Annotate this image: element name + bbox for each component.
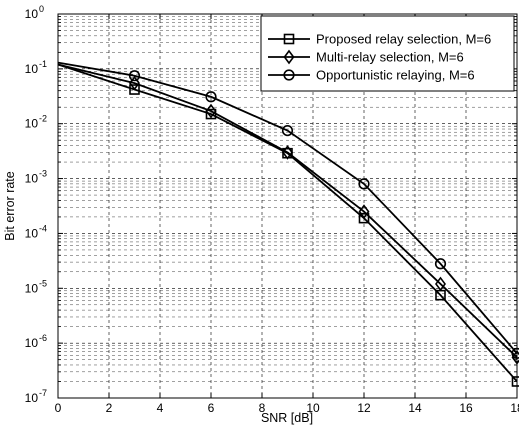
data-point-diamond	[283, 49, 295, 65]
x-tick-label: 12	[357, 401, 371, 415]
y-tick-label: 10	[25, 226, 39, 240]
data-point-diamond	[282, 145, 293, 160]
data-point-diamond	[435, 276, 446, 292]
legend-label: Proposed relay selection, M=6	[316, 32, 491, 47]
data-point-diamond	[129, 75, 140, 91]
legend-label: Multi-relay selection, M=6	[316, 50, 464, 65]
data-point-square	[358, 212, 370, 224]
series-circle	[57, 61, 519, 360]
legend-label: Opportunistic relaying, M=6	[316, 68, 475, 83]
y-tick-label: 10	[25, 391, 39, 405]
x-tick-label: 14	[408, 401, 422, 415]
y-tick-label: 10	[25, 172, 39, 186]
x-axis-label: SNR [dB]	[261, 411, 313, 425]
series-square	[57, 63, 519, 387]
data-point-circle	[434, 258, 447, 270]
y-tick-exponent: -3	[39, 169, 47, 179]
y-tick-exponent: -7	[39, 388, 47, 398]
y-axis-label: Bit error rate	[3, 171, 17, 241]
x-tick-label: 4	[157, 401, 164, 415]
data-point-square	[511, 376, 519, 387]
series-line	[57, 63, 518, 359]
x-tick-label: 6	[208, 401, 215, 415]
series-layer	[57, 61, 519, 387]
data-point-diamond	[511, 350, 519, 365]
data-point-diamond	[358, 204, 370, 219]
y-tick-exponent: -5	[39, 278, 47, 288]
x-tick-label: 8	[259, 401, 266, 415]
data-point-circle	[283, 69, 295, 81]
data-point-square	[129, 84, 140, 95]
y-tick-label: 10	[25, 62, 39, 76]
y-tick-exponent: 0	[39, 4, 44, 14]
data-point-diamond	[205, 103, 217, 119]
data-point-circle	[128, 70, 141, 82]
series-line	[57, 61, 518, 354]
data-point-circle	[511, 347, 519, 360]
x-tick-label: 0	[55, 401, 62, 415]
y-tick-label: 10	[25, 336, 39, 350]
y-tick-exponent: -4	[39, 223, 47, 233]
legend-item: Proposed relay selection, M=6	[268, 32, 491, 47]
legend-box	[260, 15, 515, 92]
y-tick-exponent: -2	[39, 114, 47, 124]
x-tick-label: 18	[510, 401, 519, 415]
series-line	[57, 63, 518, 383]
data-point-circle	[281, 124, 294, 137]
plot-frame	[57, 13, 518, 399]
y-tick-exponent: -6	[39, 333, 47, 343]
series-diamond	[57, 63, 519, 365]
x-tick-label: 2	[106, 401, 113, 415]
data-point-circle	[205, 91, 217, 103]
ticks-layer: 02468101214161810010-110-210-310-410-510…	[25, 4, 519, 415]
y-tick-label: 10	[25, 117, 39, 131]
y-tick-exponent: -1	[39, 59, 47, 69]
legend-item: Opportunistic relaying, M=6	[268, 68, 475, 83]
data-point-circle	[358, 178, 370, 190]
legend: Proposed relay selection, M=6 Multi-relay…	[260, 15, 515, 92]
y-tick-label: 10	[25, 7, 39, 21]
x-tick-label: 16	[459, 401, 473, 415]
legend-item: Multi-relay selection, M=6	[268, 50, 464, 65]
x-tick-label: 10	[306, 401, 320, 415]
y-tick-label: 10	[25, 281, 39, 295]
data-point-square	[283, 33, 295, 45]
